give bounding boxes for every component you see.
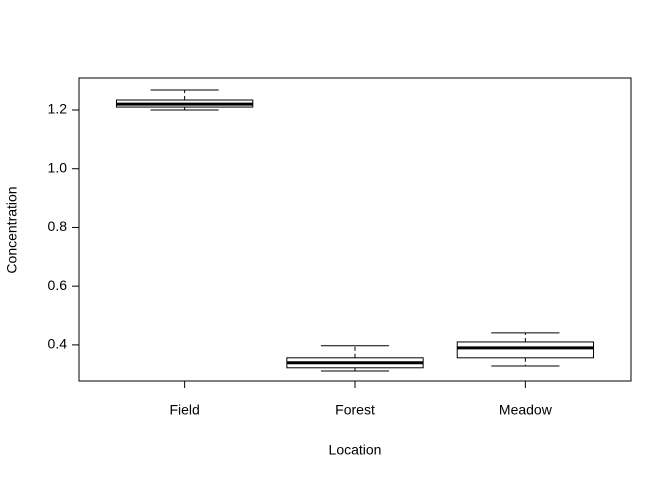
y-tick-label: 1.2 — [48, 101, 68, 117]
y-tick-label: 0.4 — [48, 336, 68, 352]
y-tick-label: 1.0 — [48, 159, 68, 175]
x-tick-label: Meadow — [499, 402, 553, 418]
x-tick-label: Field — [169, 402, 199, 418]
x-tick-label: Forest — [335, 402, 375, 418]
y-tick-label: 0.8 — [48, 218, 68, 234]
y-axis-label: Concentration — [4, 186, 20, 273]
x-axis-label: Location — [329, 442, 382, 458]
box — [456, 341, 595, 359]
y-tick-label: 0.6 — [48, 277, 68, 293]
plot-frame — [78, 77, 632, 382]
